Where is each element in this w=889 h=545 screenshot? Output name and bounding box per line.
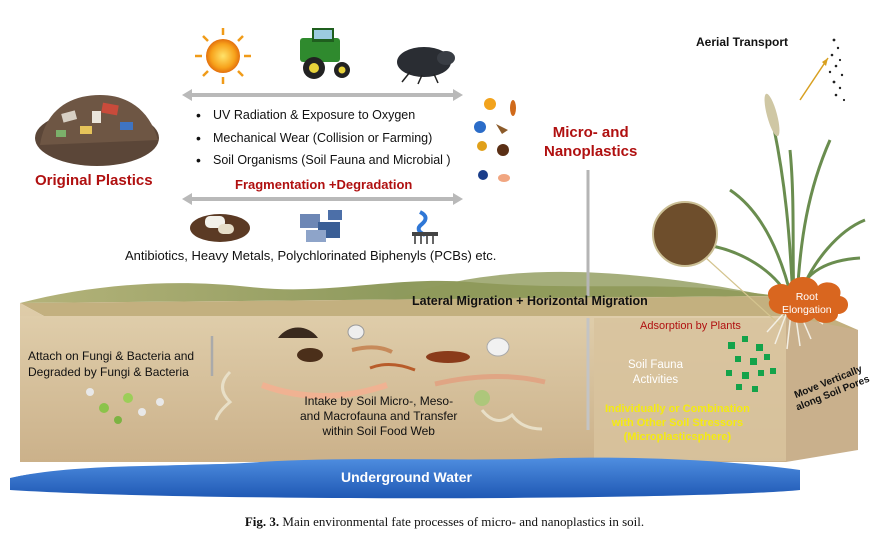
water-edge bbox=[10, 457, 800, 499]
microplastic-particles-icon bbox=[474, 98, 516, 182]
beetle-icon bbox=[397, 47, 455, 85]
fungi-line-1: Attach on Fungi & Bacteria and bbox=[28, 349, 195, 363]
sun-icon bbox=[195, 28, 251, 84]
root-elongation-label: Root Elongation bbox=[782, 291, 832, 317]
antibiotics-icon bbox=[190, 214, 250, 242]
root-line-1: Root bbox=[795, 291, 818, 303]
magnified-root-icon bbox=[653, 202, 717, 266]
underground-water-label: Underground Water bbox=[341, 469, 472, 485]
intake-label: Intake by Soil Micro-, Meso- and Macrofa… bbox=[300, 394, 457, 439]
stressors-label: Individually or Combination with Other S… bbox=[605, 402, 750, 444]
plastic-heap-icon bbox=[35, 95, 159, 166]
root-line-2: Elongation bbox=[782, 304, 832, 316]
plant-panicle bbox=[764, 93, 780, 137]
fauna-line-1: Soil Fauna bbox=[628, 359, 683, 371]
aerial-particles-icon bbox=[828, 38, 846, 102]
pcb-icon bbox=[412, 210, 438, 244]
stressor-line-3: (Microplasticsphere) bbox=[623, 431, 732, 443]
green-particles-icon bbox=[726, 336, 776, 392]
stressor-line-1: Individually or Combination bbox=[605, 403, 750, 415]
intake-line-2: and Macrofauna and Transfer bbox=[300, 409, 458, 423]
micro-line-2: Nanoplastics bbox=[544, 143, 638, 160]
fragmentation-item: UV Radiation & Exposure to Oxygen bbox=[196, 104, 451, 127]
heavy-metals-icon bbox=[300, 210, 342, 242]
intake-line-1: Intake by Soil Micro-, Meso- bbox=[304, 394, 454, 408]
soil-fauna-activities-label: Soil Fauna Activities bbox=[628, 358, 683, 388]
fungi-line-2: Degraded by Fungi & Bacteria bbox=[28, 365, 189, 379]
caption-text: Main environmental fate processes of mic… bbox=[282, 514, 645, 529]
aerial-transport-label: Aerial Transport bbox=[696, 35, 789, 49]
fragmentation-list: UV Radiation & Exposure to Oxygen Mechan… bbox=[196, 104, 451, 172]
micro-line-1: Micro- and bbox=[552, 124, 629, 141]
root-elongation-cloud bbox=[767, 277, 849, 323]
arrow-top bbox=[182, 89, 463, 101]
aerial-arrow bbox=[799, 57, 829, 101]
caption-label: Fig. 3. bbox=[244, 514, 280, 529]
microbes-icon bbox=[86, 388, 164, 424]
fauna-line-2: Activities bbox=[632, 374, 679, 386]
fragmentation-item: Soil Organisms (Soil Fauna and Microbial… bbox=[196, 149, 451, 172]
soil-side-face bbox=[786, 316, 858, 462]
figure-caption: Fig. 3. Main environmental fate processe… bbox=[0, 514, 889, 530]
intake-line-3: within Soil Food Web bbox=[322, 424, 435, 438]
soil-fauna-icons bbox=[214, 324, 546, 431]
fungi-bacteria-label: Attach on Fungi & Bacteria and Degraded … bbox=[28, 348, 194, 380]
fragmentation-degradation-label: Fragmentation +Degradation bbox=[235, 177, 413, 192]
aerial-arrow-head bbox=[822, 58, 828, 66]
stressor-line-2: with Other Soil Stressors bbox=[611, 417, 744, 429]
adsorption-label: Adsorption by Plants bbox=[640, 320, 741, 332]
tractor-icon bbox=[300, 28, 350, 79]
original-plastics-label: Original Plastics bbox=[35, 172, 153, 189]
plant-icon bbox=[705, 109, 866, 301]
arrow-bottom bbox=[182, 193, 463, 205]
migration-label: Lateral Migration + Horizontal Migration bbox=[412, 294, 648, 308]
fragmentation-item: Mechanical Wear (Collision or Farming) bbox=[196, 127, 451, 150]
micro-nanoplastics-label: Micro- and Nanoplastics bbox=[544, 123, 637, 161]
hill bbox=[400, 271, 770, 298]
pollutants-label: Antibiotics, Heavy Metals, Polychlorinat… bbox=[125, 248, 497, 263]
